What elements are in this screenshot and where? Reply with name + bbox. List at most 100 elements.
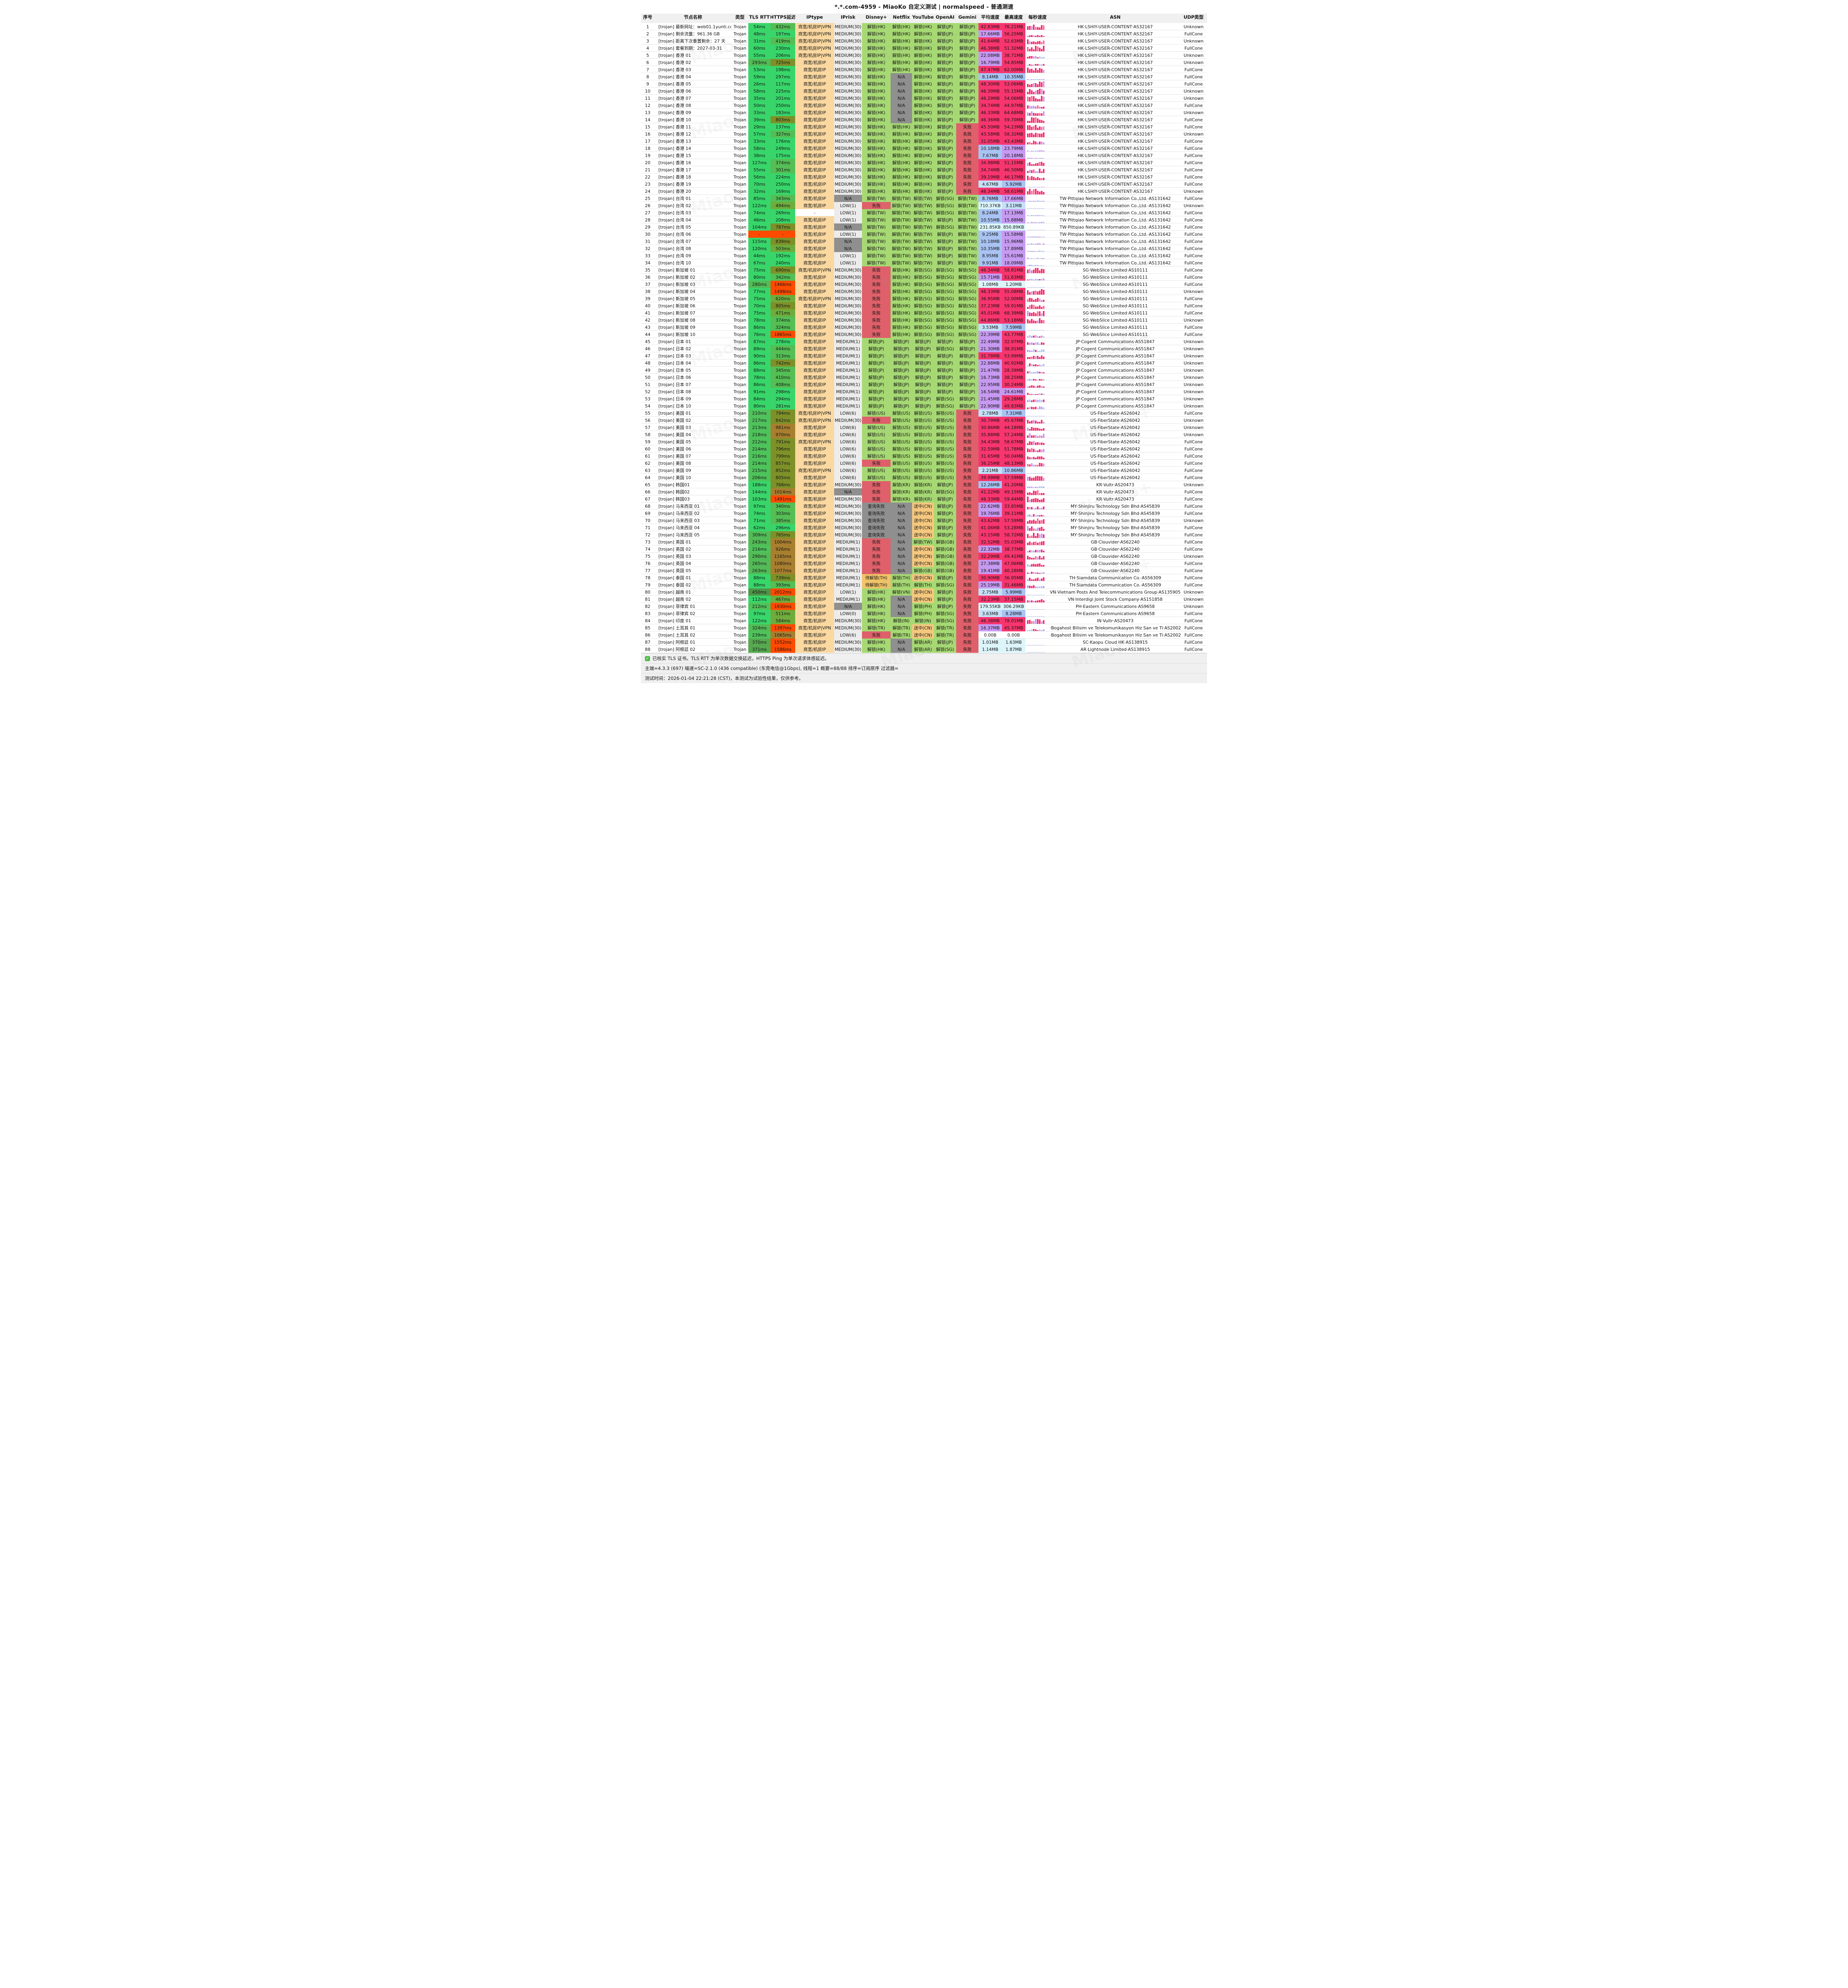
- cell-youtube: 解锁(TW): [912, 538, 934, 546]
- cell-asn: SG·WebSlice Limited·AS10111: [1050, 274, 1181, 281]
- cell-max-speed: 7.59MB: [1002, 324, 1025, 331]
- cell-openai: 解锁(US): [934, 474, 956, 481]
- cell-iprisk: MEDIUM(30): [834, 30, 862, 37]
- cell-https-latency: 725ms: [771, 59, 795, 66]
- cell-netflix: N/A: [891, 517, 912, 524]
- cell-index: 87: [641, 639, 654, 646]
- cell-youtube: 解锁(HK): [912, 102, 934, 109]
- table-header-row: 序号 节点名称 类型 TLS RTT HTTPS延迟 IPtype IPrisk Disney…: [641, 14, 1207, 23]
- cell-https-latency: 765ms: [771, 531, 795, 538]
- cell-udp-type: FullCone: [1181, 66, 1206, 73]
- cell-netflix: 解锁(KR): [891, 495, 912, 503]
- cell-gemini: 失败: [956, 560, 978, 567]
- cell-node-name: [trojan] 香港 15: [654, 152, 732, 159]
- cell-disney: 失败: [862, 546, 891, 553]
- cell-openai: 解锁(JP): [934, 510, 956, 517]
- speed-sparkline: [1026, 496, 1049, 502]
- cell-avg-speed: 22.39MB: [978, 331, 1002, 338]
- cell-index: 88: [641, 646, 654, 653]
- cell-asn: TH·Siamdata Communication Co.·AS56309: [1050, 581, 1181, 588]
- cell-openai: 解锁(JP): [934, 59, 956, 66]
- cell-https-latency: 201ms: [771, 95, 795, 102]
- cell-avg-speed: 22.95MB: [978, 381, 1002, 388]
- cell-udp-type: FullCone: [1181, 567, 1206, 574]
- cell-speed-sparkline: [1025, 73, 1050, 80]
- cell-tls-rtt: 78ms: [748, 374, 771, 381]
- speedtest-report: MiaoKo+ MiaoKo+ MiaoKo+ MiaoKo+ MiaoKo+ MiaoK…: [641, 0, 1207, 683]
- cell-max-speed: 30.24MB: [1002, 381, 1025, 388]
- cell-gemini: 失败: [956, 173, 978, 181]
- cell-max-speed: 51.15MB: [1002, 159, 1025, 166]
- cell-openai: 解锁(US): [934, 417, 956, 424]
- cell-gemini: 解锁(SG): [956, 316, 978, 324]
- cell-iptype: 商宽/机房IP|VPN: [795, 52, 834, 59]
- speed-sparkline: [1026, 446, 1049, 452]
- speed-sparkline: [1026, 439, 1049, 445]
- cell-tls-rtt: 324ms: [748, 624, 771, 631]
- cell-netflix: 解锁(TW): [891, 252, 912, 259]
- cell-speed-sparkline: [1025, 567, 1050, 574]
- cell-speed-sparkline: [1025, 66, 1050, 73]
- cell-iprisk: MEDIUM(30): [834, 123, 862, 130]
- cell-avg-speed: 27.38MB: [978, 560, 1002, 567]
- cell-max-speed: 68.39MB: [1002, 309, 1025, 316]
- cell-openai: 解锁(JP): [934, 517, 956, 524]
- cell-speed-sparkline: [1025, 588, 1050, 596]
- cell-udp-type: Unknown: [1181, 352, 1206, 359]
- cell-node-name: [trojan] 阿根廷 02: [654, 646, 732, 653]
- cell-avg-speed: 2.75MB: [978, 588, 1002, 596]
- cell-index: 27: [641, 209, 654, 216]
- cell-iprisk: MEDIUM(1): [834, 359, 862, 367]
- cell-max-speed: 1.20MB: [1002, 281, 1025, 288]
- cell-tls-rtt: 309ms: [748, 531, 771, 538]
- cell-max-speed: 41.20MB: [1002, 481, 1025, 488]
- cell-iprisk: MEDIUM(1): [834, 345, 862, 352]
- table-row: 18 [trojan] 香港 14 Trojan 58ms 249ms 商宽/机房IP ME…: [641, 145, 1207, 152]
- cell-node-name: [trojan] 台湾 05: [654, 223, 732, 231]
- header-cell-tls-rtt: TLS RTT: [748, 14, 771, 21]
- table-body: 1 [trojan] 最新网址：web01.1yunti.com Trojan 54m…: [641, 23, 1207, 653]
- cell-iptype: 商宽/机房IP: [795, 503, 834, 510]
- cell-speed-sparkline: [1025, 503, 1050, 510]
- cell-disney: 解锁(HK): [862, 646, 891, 653]
- cell-max-speed: 53.18MB: [1002, 316, 1025, 324]
- cell-max-speed: 55.03MB: [1002, 538, 1025, 546]
- cell-disney: 解锁(HK): [862, 80, 891, 87]
- cell-disney: 解锁(JP): [862, 352, 891, 359]
- cell-index: 42: [641, 316, 654, 324]
- cell-speed-sparkline: [1025, 495, 1050, 503]
- cell-netflix: 解锁(HK): [891, 281, 912, 288]
- cell-disney: 解锁(US): [862, 467, 891, 474]
- cell-https-latency: 739ms: [771, 574, 795, 581]
- cell-iptype: 商宽/机房IP: [795, 259, 834, 266]
- cell-max-speed: 15.96MB: [1002, 238, 1025, 245]
- cell-youtube: 解锁(JP): [912, 381, 934, 388]
- cell-index: 81: [641, 596, 654, 603]
- cell-disney: 解锁(JP): [862, 338, 891, 345]
- cell-type: Trojan: [732, 374, 748, 381]
- cell-iptype: 商宽/机房IP: [795, 631, 834, 639]
- cell-tls-rtt: 85ms: [748, 195, 771, 202]
- cell-avg-speed: 22.49MB: [978, 338, 1002, 345]
- table-row: 53 [trojan] 日本 09 Trojan 84ms 294ms 商宽/机房IP ME…: [641, 395, 1207, 402]
- cell-gemini: 解锁(SG): [956, 302, 978, 309]
- cell-gemini: 解锁(JP): [956, 338, 978, 345]
- cell-max-speed: 58.67MB: [1002, 438, 1025, 445]
- cell-netflix: N/A: [891, 80, 912, 87]
- cell-speed-sparkline: [1025, 59, 1050, 66]
- cell-netflix: N/A: [891, 610, 912, 617]
- cell-max-speed: 57.59MB: [1002, 517, 1025, 524]
- table-row: 64 [trojan] 美国 10 Trojan 206ms 805ms 商宽/机房IP L…: [641, 474, 1207, 481]
- cell-youtube: 解锁(HK): [912, 87, 934, 95]
- cell-max-speed: 1.87MB: [1002, 646, 1025, 653]
- cell-max-speed: 33.85MB: [1002, 503, 1025, 510]
- cell-iprisk: MEDIUM(30): [834, 80, 862, 87]
- cell-udp-type: Unknown: [1181, 345, 1206, 352]
- cell-max-speed: 17.13MB: [1002, 209, 1025, 216]
- cell-openai: 解锁(JP): [934, 596, 956, 603]
- speed-sparkline: [1026, 431, 1049, 438]
- cell-udp-type: FullCone: [1181, 173, 1206, 181]
- cell-speed-sparkline: [1025, 546, 1050, 553]
- cell-openai: 解锁(GB): [934, 538, 956, 546]
- cell-netflix: 解锁(HK): [891, 331, 912, 338]
